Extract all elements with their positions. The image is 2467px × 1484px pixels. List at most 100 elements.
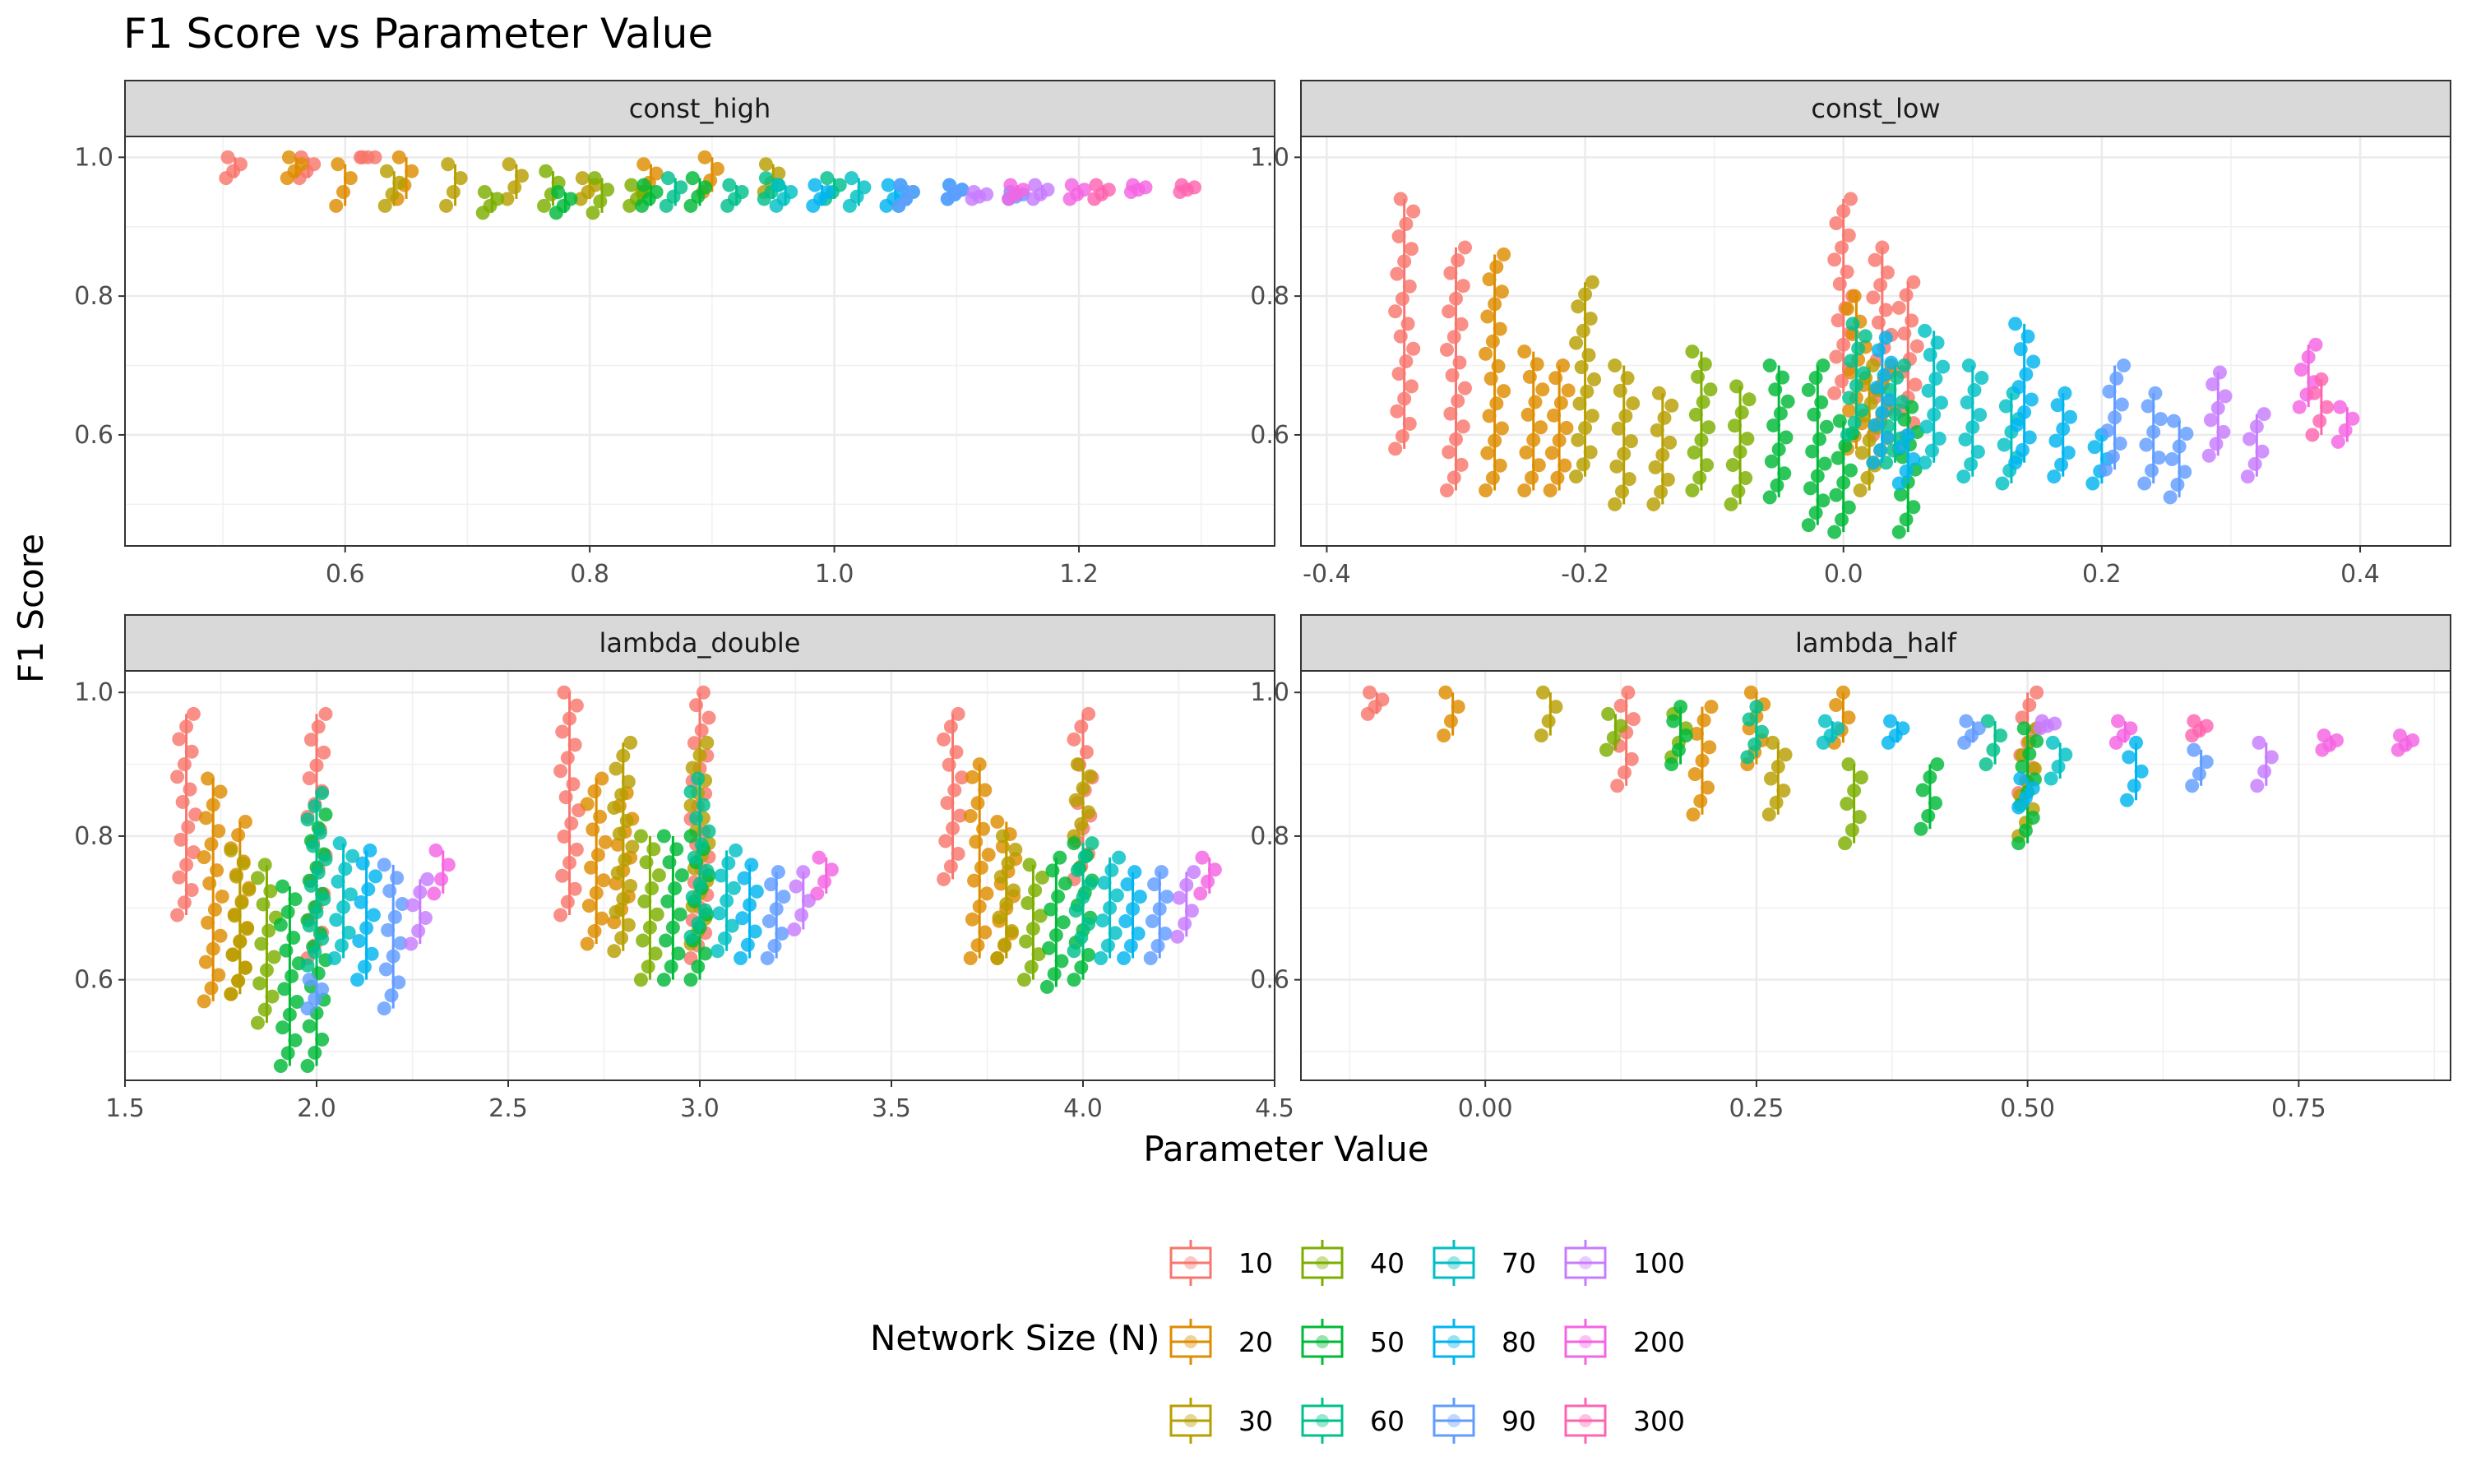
point-N10	[566, 777, 581, 792]
point-N60	[687, 850, 701, 865]
point-N40	[1694, 432, 1709, 447]
point-N50	[649, 185, 664, 200]
point-N30	[379, 164, 394, 178]
point-N100	[2209, 437, 2224, 451]
point-N50	[659, 933, 673, 948]
point-N60	[698, 903, 713, 918]
point-N20	[1525, 470, 1539, 485]
point-N70	[2058, 747, 2073, 762]
point-N20	[231, 828, 246, 843]
point-N50	[1803, 481, 1818, 496]
point-N200	[2317, 728, 2331, 743]
point-N20	[215, 889, 229, 904]
point-N200	[810, 886, 825, 901]
point-N10	[1391, 229, 1406, 244]
point-N30	[1646, 497, 1661, 511]
point-N50	[288, 892, 303, 907]
point-N50	[315, 1032, 330, 1047]
point-N90	[381, 922, 396, 937]
point-N10	[569, 698, 584, 713]
point-N50	[1770, 478, 1784, 492]
point-N60	[300, 812, 315, 827]
point-N50	[1067, 973, 1081, 987]
point-N50	[656, 829, 671, 844]
point-N90	[905, 185, 920, 200]
point-N10	[186, 845, 201, 860]
point-N10	[1446, 330, 1461, 344]
point-N80	[2008, 317, 2023, 331]
point-N200	[2292, 400, 2307, 414]
point-N90	[2137, 476, 2152, 491]
point-N80	[881, 178, 896, 192]
point-N20	[580, 797, 595, 811]
point-N50	[1671, 742, 1686, 757]
point-N80	[1126, 902, 1141, 917]
point-N10	[947, 783, 962, 797]
facet-strip-label: const_high	[629, 93, 771, 124]
point-N80	[2013, 771, 2028, 786]
point-N50	[1047, 967, 1062, 982]
point-N20	[586, 822, 600, 837]
point-N30	[1866, 358, 1881, 373]
point-N90	[2139, 437, 2154, 452]
point-N60	[1993, 728, 2008, 743]
point-N10	[949, 745, 964, 760]
legend-label: 80	[1502, 1326, 1536, 1358]
point-N200	[2301, 349, 2316, 364]
point-N100	[2252, 735, 2266, 750]
point-N50	[698, 946, 713, 961]
point-N10	[1617, 765, 1632, 780]
point-N50	[685, 171, 700, 186]
point-N20	[1480, 309, 1495, 324]
x-tick-label: 2.0	[297, 1094, 336, 1123]
point-N20	[972, 899, 987, 914]
point-N10	[1393, 329, 1408, 344]
point-N90	[300, 1001, 315, 1016]
point-N200	[2338, 423, 2353, 437]
point-N20	[590, 848, 605, 862]
point-N100	[1170, 929, 1185, 944]
point-N90	[2108, 410, 2122, 425]
point-N90	[391, 975, 406, 990]
point-N40	[648, 946, 663, 961]
point-N90	[769, 902, 784, 917]
point-N40	[252, 976, 267, 991]
point-N200	[1016, 183, 1030, 197]
point-N20	[969, 834, 984, 849]
legend-label: 30	[1238, 1405, 1273, 1437]
point-N20	[211, 968, 226, 982]
point-N60	[318, 852, 333, 867]
point-N30	[1769, 795, 1784, 810]
point-N70	[717, 931, 732, 945]
point-N50	[563, 192, 578, 206]
point-N50	[636, 178, 651, 192]
point-N200	[441, 858, 456, 872]
point-N90	[2113, 437, 2127, 451]
point-N10	[1404, 242, 1419, 257]
point-N40	[1838, 836, 1853, 851]
point-N20	[213, 784, 228, 799]
point-N80	[350, 973, 365, 987]
point-N80	[735, 911, 750, 926]
point-N60	[689, 811, 704, 825]
point-N30	[1613, 383, 1627, 398]
point-N20	[1835, 685, 1850, 700]
point-N10	[172, 870, 187, 885]
point-N10	[2015, 710, 2030, 725]
point-N10	[1406, 204, 1421, 219]
point-N30	[441, 157, 456, 172]
point-N80	[1871, 343, 1886, 358]
legend-key-point	[1316, 1414, 1329, 1427]
point-N200	[1126, 178, 1141, 192]
point-N10	[1399, 354, 1414, 368]
panel-background	[1301, 136, 2451, 546]
point-N50	[1067, 836, 1081, 851]
point-N30	[607, 944, 622, 959]
point-N40	[633, 829, 648, 844]
point-N80	[2087, 440, 2102, 455]
point-N70	[1923, 347, 1937, 362]
point-N40	[1840, 797, 1854, 811]
point-N30	[1618, 409, 1633, 423]
point-N60	[311, 865, 326, 880]
point-N70	[857, 180, 872, 195]
